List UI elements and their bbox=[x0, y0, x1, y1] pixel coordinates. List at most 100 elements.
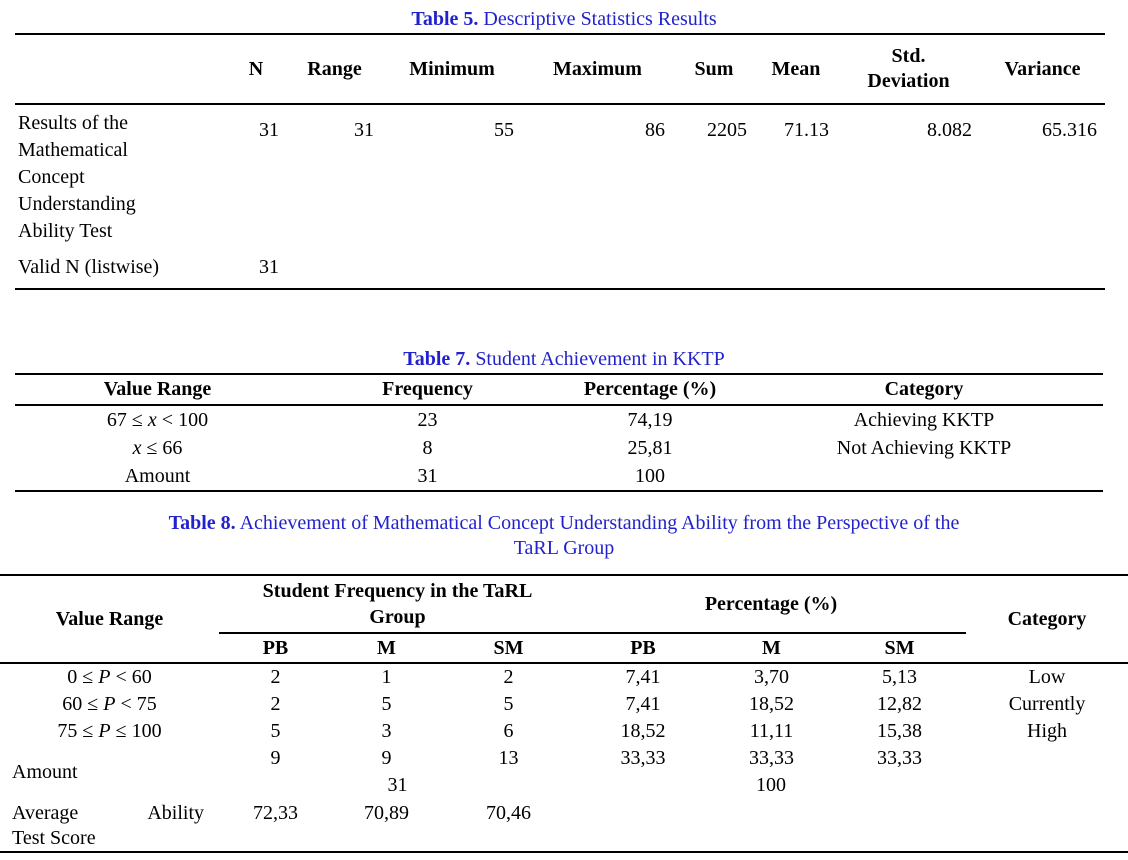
table8-header-group-row: Value Range Student Frequency in the TaR… bbox=[0, 575, 1128, 664]
value-range-cell: 60 ≤ P < 75 bbox=[0, 691, 219, 718]
table8-subheader-pb-freq: PB bbox=[219, 633, 332, 664]
table7-header-value-range: Value Range bbox=[15, 374, 300, 406]
table5-header-variance: Variance bbox=[980, 34, 1105, 105]
table-cell: 2205 bbox=[707, 119, 747, 141]
table-cell bbox=[980, 245, 1105, 290]
table7-caption-text: Student Achievement in KKTP bbox=[470, 348, 725, 370]
table-cell: 33,33 bbox=[620, 747, 666, 769]
table-cell: 74,19 bbox=[627, 409, 673, 431]
category-cell: High bbox=[1027, 720, 1068, 742]
table-cell: 5 bbox=[270, 720, 281, 742]
table-cell: 86 bbox=[645, 119, 665, 141]
table-cell: 18,52 bbox=[620, 720, 666, 742]
table-cell: 65.316 bbox=[1042, 119, 1097, 141]
table5-row-results: Results of the Mathematical Concept Unde… bbox=[15, 104, 1105, 245]
category-cell bbox=[966, 799, 1128, 853]
table-cell: 15,38 bbox=[877, 720, 922, 742]
table-cell bbox=[755, 245, 837, 290]
value-range-cell: 0 ≤ P < 60 bbox=[0, 663, 219, 691]
math-text: 0 ≤ bbox=[67, 666, 99, 688]
label-word: Ability bbox=[147, 802, 204, 824]
table-cell bbox=[287, 245, 382, 290]
table7-header-category: Category bbox=[745, 374, 1103, 406]
table5-caption: Table 5. Descriptive Statistics Results bbox=[0, 0, 1128, 30]
table-cell bbox=[522, 245, 673, 290]
table-cell: 5 bbox=[381, 693, 392, 715]
math-variable: P bbox=[98, 666, 111, 688]
table8-caption-line1: Table 8. Achievement of Mathematical Con… bbox=[0, 511, 1128, 536]
table-cell: 8 bbox=[422, 437, 433, 459]
table5-descriptive-statistics: N Range Minimum Maximum Sum Mean Std. De… bbox=[15, 33, 1105, 290]
table-row: 60 ≤ P < 75 2 5 5 7,41 18,52 12,82 Curre… bbox=[0, 691, 1128, 718]
table-cell: 72,33 bbox=[219, 799, 332, 853]
table5-header-minimum: Minimum bbox=[382, 34, 522, 105]
table8-subheader-sm-pct: SM bbox=[833, 633, 967, 664]
table-cell: 7,41 bbox=[625, 693, 661, 715]
table8-subheader-m-freq: M bbox=[332, 633, 441, 664]
table8-header-category: Category bbox=[966, 575, 1128, 664]
table-cell: 55 bbox=[494, 119, 514, 141]
table-cell: 18,52 bbox=[749, 693, 794, 715]
math-text: < 60 bbox=[110, 666, 152, 688]
math-variable: x bbox=[147, 409, 157, 431]
table-cell: 33,33 bbox=[877, 747, 922, 769]
table-cell: Achieving KKTP bbox=[853, 409, 995, 431]
table-row: 0 ≤ P < 60 2 1 2 7,41 3,70 5,13 Low bbox=[0, 663, 1128, 691]
table-cell: Not Achieving KKTP bbox=[836, 437, 1012, 459]
value-range-cell: Amount bbox=[15, 462, 300, 492]
table-cell: 6 bbox=[503, 720, 514, 742]
table-cell: 23 bbox=[417, 409, 438, 431]
math-variable: x bbox=[132, 437, 142, 459]
table-cell bbox=[837, 245, 980, 290]
table8-average-label-line2: Test Score bbox=[12, 827, 96, 849]
table8-subheader-m-pct: M bbox=[710, 633, 833, 664]
table8-header-frequency-group: Student Frequency in the TaRL Group bbox=[219, 575, 576, 634]
table5-row-valid-n-label: Valid N (listwise) bbox=[15, 245, 225, 290]
table-cell bbox=[382, 245, 522, 290]
table7-header-frequency: Frequency bbox=[300, 374, 555, 406]
math-text: ≤ 100 bbox=[110, 720, 162, 742]
category-cell bbox=[966, 745, 1128, 799]
value-range-cell: 75 ≤ P ≤ 100 bbox=[0, 718, 219, 745]
table-cell: 2 bbox=[503, 666, 514, 688]
table-cell: 70,46 bbox=[441, 799, 576, 853]
table5-header-std-deviation: Std. Deviation bbox=[837, 34, 980, 105]
table8-percentage-total: 100 bbox=[756, 774, 786, 796]
category-cell: Currently bbox=[1008, 693, 1086, 715]
table5-header-n: N bbox=[225, 34, 287, 105]
table-cell: 2 bbox=[270, 693, 281, 715]
table8-caption: Table 8. Achievement of Mathematical Con… bbox=[0, 511, 1128, 561]
math-text: 60 ≤ bbox=[62, 693, 104, 715]
table5-header-mean: Mean bbox=[755, 34, 837, 105]
table-cell: 31 bbox=[354, 119, 374, 141]
table-cell: 100 bbox=[555, 462, 745, 492]
table5-header-sum: Sum bbox=[673, 34, 755, 105]
table8-caption-line2: TaRL Group bbox=[513, 537, 615, 559]
table8-amount-totals-row: 31 100 bbox=[0, 772, 1128, 799]
table7-student-achievement-kktp: Value Range Frequency Percentage (%) Cat… bbox=[15, 373, 1103, 492]
value-range-cell: x ≤ 66 bbox=[15, 434, 300, 462]
table-cell: 13 bbox=[498, 747, 519, 769]
table-cell: 2 bbox=[270, 666, 281, 688]
table-row: x ≤ 66 8 25,81 Not Achieving KKTP bbox=[15, 434, 1103, 462]
table8-header-value-range: Value Range bbox=[0, 575, 219, 664]
table-cell: 12,82 bbox=[877, 693, 922, 715]
table5-caption-label: Table 5. bbox=[411, 8, 479, 30]
category-cell: Low bbox=[1028, 666, 1066, 688]
table-cell: 8.082 bbox=[927, 119, 972, 141]
table8-tarl-group-achievement: Value Range Student Frequency in the TaR… bbox=[0, 574, 1128, 853]
table8-frequency-total: 31 bbox=[387, 774, 408, 796]
table-cell bbox=[710, 799, 833, 853]
table-row: 75 ≤ P ≤ 100 5 3 6 18,52 11,11 15,38 Hig… bbox=[0, 718, 1128, 745]
table8-header-percentage-group: Percentage (%) bbox=[576, 575, 967, 634]
math-text: ≤ 66 bbox=[141, 437, 183, 459]
table-cell bbox=[745, 462, 1103, 492]
table-cell: 33,33 bbox=[749, 747, 794, 769]
table5-row-valid-n: Valid N (listwise) 31 bbox=[15, 245, 1105, 290]
table5-row-results-label: Results of the Mathematical Concept Unde… bbox=[18, 112, 136, 242]
value-range-cell: 67 ≤ x < 100 bbox=[15, 405, 300, 434]
table-cell: 3,70 bbox=[754, 666, 789, 688]
math-variable: P bbox=[103, 693, 116, 715]
table-cell: 7,41 bbox=[625, 666, 661, 688]
table-cell: 11,11 bbox=[749, 720, 794, 742]
